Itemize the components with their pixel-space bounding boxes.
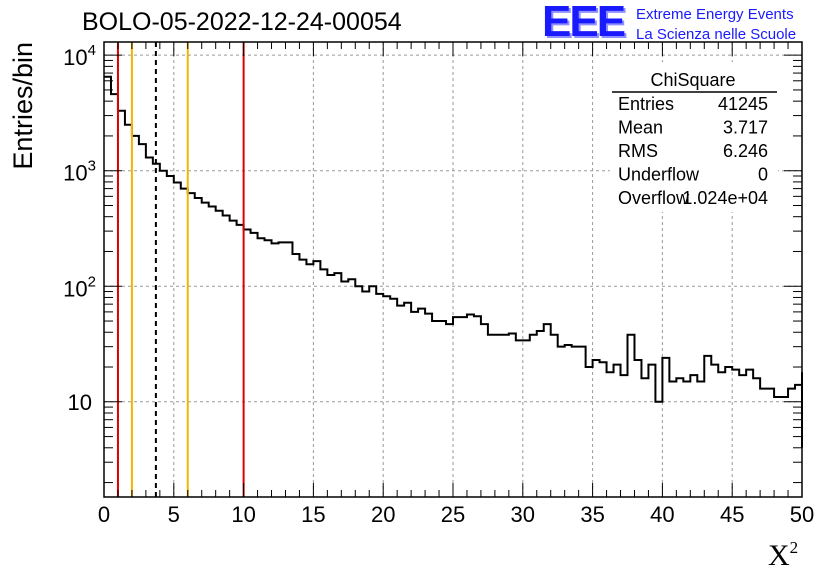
x-tick-label: 40 (650, 502, 674, 527)
logo-line-2: La Scienza nelle Scuole (636, 26, 797, 43)
stats-row-value: 1.024e+04 (682, 188, 768, 208)
stats-box-title: ChiSquare (650, 70, 735, 90)
stats-row-value: 3.717 (723, 118, 768, 138)
axis-labels: 0 5 10 15 20 25 30 35 40 45 50 104 103 102 10 Entries/b… (8, 42, 814, 572)
x-tick-label: 15 (301, 502, 325, 527)
axis-ticks (103, 42, 803, 497)
x-tick-label: 0 (98, 502, 110, 527)
y-tick-label: 102 (63, 273, 96, 301)
stats-row-label: Overflow (618, 188, 690, 208)
reference-lines (116, 42, 245, 497)
x-tick-label: 20 (371, 502, 395, 527)
x-tick-label: 10 (231, 502, 255, 527)
stats-row-label: Entries (618, 94, 674, 114)
x-tick-label: 50 (790, 502, 814, 527)
stats-row-value: 6.246 (723, 141, 768, 161)
stats-row-value: 41245 (718, 94, 768, 114)
eee-logo-mark: EEE (542, 0, 626, 46)
y-tick-label: 103 (63, 158, 96, 186)
stats-row-label: Underflow (618, 165, 700, 185)
stats-row-value: 0 (758, 165, 768, 185)
x-tick-label: 35 (580, 502, 604, 527)
chart-title: BOLO-05-2022-12-24-00054 (82, 8, 402, 36)
stats-row-label: RMS (618, 141, 658, 161)
x-tick-label: 45 (720, 502, 744, 527)
y-axis-title: Entries/bin (8, 42, 38, 170)
x-tick-label: 5 (168, 502, 180, 527)
logo-line-1: Extreme Energy Events (636, 6, 794, 23)
x-axis-title: X2 (768, 538, 798, 572)
x-tick-label: 30 (511, 502, 535, 527)
stats-box-background (610, 62, 778, 212)
stats-box: ChiSquare Entries 41245 Mean 3.717 RMS 6.246 Un… (610, 62, 778, 212)
y-tick-label: 104 (63, 42, 96, 70)
stats-row-label: Mean (618, 118, 663, 138)
x-tick-label: 25 (441, 502, 465, 527)
y-tick-label: 10 (68, 390, 92, 415)
eee-logo: EEE Extreme Energy Events La Scienza nel… (540, 0, 836, 46)
